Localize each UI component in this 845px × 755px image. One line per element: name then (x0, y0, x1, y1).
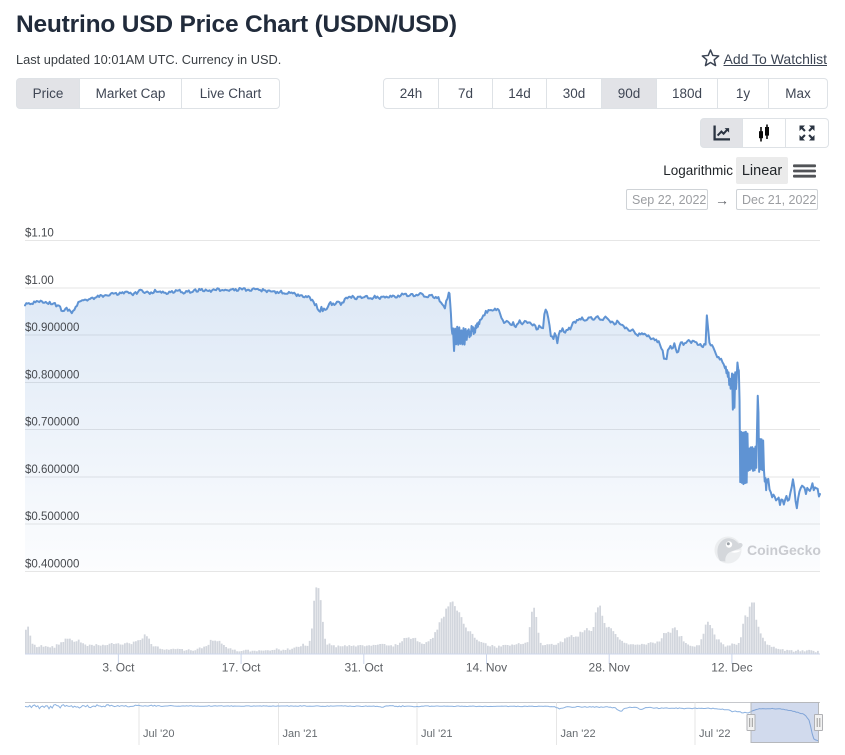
svg-text:$0.500000: $0.500000 (25, 511, 79, 523)
svg-text:12. Dec: 12. Dec (711, 661, 752, 675)
svg-text:Jan '21: Jan '21 (283, 728, 318, 740)
svg-text:$0.600000: $0.600000 (25, 464, 79, 476)
svg-text:CoinGecko: CoinGecko (747, 542, 821, 558)
svg-text:17. Oct: 17. Oct (222, 661, 261, 675)
svg-text:28. Nov: 28. Nov (589, 661, 630, 675)
svg-text:$1.10: $1.10 (25, 228, 54, 240)
svg-text:$0.900000: $0.900000 (25, 322, 79, 334)
svg-text:$0.400000: $0.400000 (25, 559, 79, 571)
svg-text:Jul '21: Jul '21 (421, 728, 452, 740)
svg-text:$0.700000: $0.700000 (25, 417, 79, 429)
svg-text:Jan '22: Jan '22 (561, 728, 596, 740)
svg-text:$1.00: $1.00 (25, 275, 54, 287)
svg-text:Jul '22: Jul '22 (699, 728, 730, 740)
svg-text:$0.800000: $0.800000 (25, 369, 79, 381)
svg-text:Jul '20: Jul '20 (143, 728, 174, 740)
svg-text:31. Oct: 31. Oct (344, 661, 383, 675)
svg-text:14. Nov: 14. Nov (466, 661, 507, 675)
svg-text:3. Oct: 3. Oct (102, 661, 135, 675)
